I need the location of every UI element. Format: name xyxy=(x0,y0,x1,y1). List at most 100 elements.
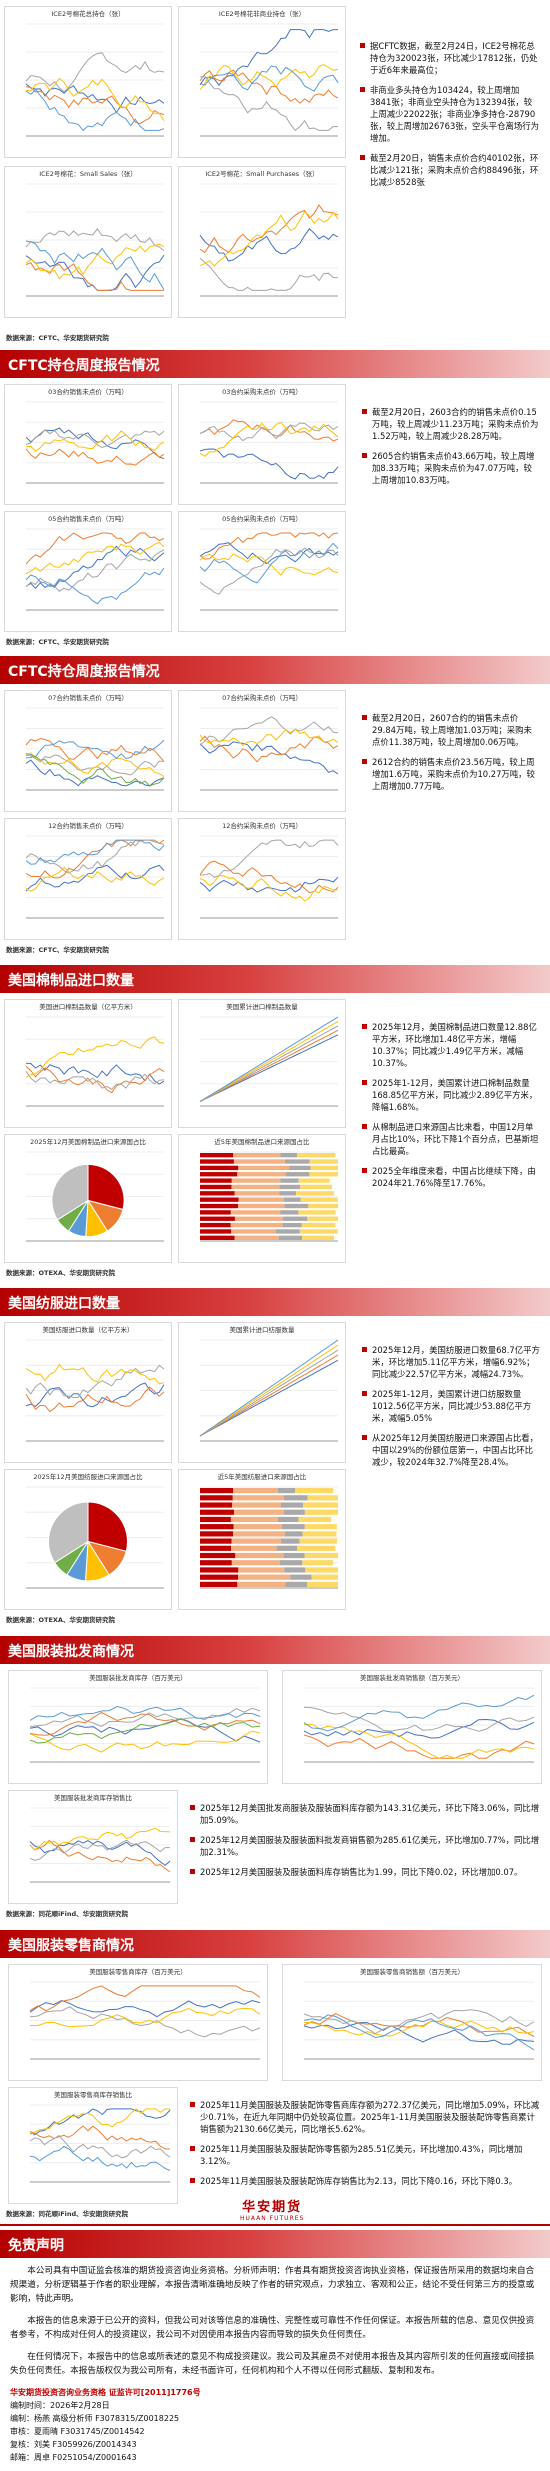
line-decoration xyxy=(25,567,165,605)
bar-decoration xyxy=(310,1165,338,1171)
section-heading: 免责声明 xyxy=(8,2238,64,2254)
bar-decoration xyxy=(231,1184,280,1190)
line-decoration xyxy=(25,1386,165,1413)
chart: 05合约采购未点价（万吨） xyxy=(178,511,346,632)
bar-decoration xyxy=(295,1488,334,1494)
bar-decoration xyxy=(200,1488,234,1494)
line-decoration xyxy=(29,2125,171,2150)
bar-decoration xyxy=(231,1560,280,1566)
line-decoration xyxy=(29,2145,171,2171)
chart-frame xyxy=(4,690,172,812)
chart: 美国进口棉制品数量（亿平方米） xyxy=(4,999,172,1128)
bar-decoration xyxy=(200,1229,232,1234)
bar-decoration xyxy=(200,1216,235,1221)
disclaimer-footer: 华安期货投资咨询业务资格 证监许可[2011]1776号 编制时间：2026年2月… xyxy=(10,2386,540,2464)
line-decoration xyxy=(25,1382,165,1408)
bullet-list: 据CFTC数据，截至2月24日，ICE2号棉花总持仓为320023张，环比减少1… xyxy=(360,40,540,196)
bar-decoration xyxy=(200,1524,234,1530)
section-banner: 美国服装零售商情况 xyxy=(0,1930,550,1958)
line-decoration xyxy=(303,1723,535,1759)
bar-decoration xyxy=(282,1216,308,1221)
footer-line: 编制：杨燕 高级分析师 F3078315/Z0018225 xyxy=(10,2414,180,2423)
chart: 07合约采购未点价（万吨） xyxy=(178,690,346,812)
bar-decoration xyxy=(282,1222,302,1228)
chart: 07合约销售未点价（万吨） xyxy=(4,690,172,812)
line-decoration xyxy=(25,86,165,125)
chart: 2025年12月美国纺服进口来源国占比 xyxy=(4,1469,172,1610)
line-decoration xyxy=(199,64,339,91)
bar-decoration xyxy=(279,1560,303,1566)
line-decoration xyxy=(199,1029,339,1102)
bar-decoration xyxy=(275,1229,300,1234)
chart: ICE2号棉花总持仓（张） xyxy=(4,6,172,158)
bar-decoration xyxy=(285,1581,307,1587)
line-decoration xyxy=(199,257,339,291)
section-banner: CFTC持仓周度报告情况 xyxy=(0,350,550,378)
line-decoration xyxy=(199,1034,339,1102)
line-decoration xyxy=(25,243,165,280)
bar-decoration xyxy=(284,1203,309,1209)
chart-canvas: 12合约销售未点价（万吨） xyxy=(4,818,172,940)
bar-decoration xyxy=(301,1235,334,1240)
bar-decoration xyxy=(284,1197,301,1202)
chart-canvas: 2025年12月美国纺服进口来源国占比 xyxy=(4,1469,172,1610)
chart-canvas: 美国进口棉制品数量（亿平方米） xyxy=(4,999,172,1128)
bar-decoration xyxy=(308,1203,338,1209)
pie-decoration xyxy=(87,1501,128,1552)
bar-decoration xyxy=(285,1172,310,1177)
bar-decoration xyxy=(233,1488,278,1494)
disclaimer-paragraph: 在任何情况下，本报告中的信息或所表述的意见不构成投资建议。我公司及其雇员不对使用… xyxy=(10,2352,535,2376)
bar-decoration xyxy=(283,1509,305,1515)
bar-decoration xyxy=(307,1495,338,1501)
bar-decoration xyxy=(281,1524,305,1530)
bullet-item: 据CFTC数据，截至2月24日，ICE2号棉花总持仓为320023张，环比减少1… xyxy=(360,40,540,76)
chart-canvas: 美国服装批发商库存（百万美元） xyxy=(8,1670,268,1784)
source-note: 数据来源：OTEXA、华安期货研究院 xyxy=(6,1269,115,1277)
line-decoration xyxy=(25,228,165,251)
chart-canvas: 美国服装零售商销售额（百万美元） xyxy=(282,1964,542,2081)
chart-title: 03合约采购未点价（万吨） xyxy=(222,387,302,396)
bullet-list: 截至2月20日，2603合约的销售未点价0.15万吨，较上周减少11.23万吨；… xyxy=(362,406,540,494)
line-decoration xyxy=(29,1707,261,1728)
bar-decoration xyxy=(200,1153,234,1158)
bar-decoration xyxy=(200,1516,231,1523)
bar-decoration xyxy=(304,1524,337,1530)
footer-line: 复核：刘美 F3059926/Z0014343 xyxy=(10,2440,137,2449)
bar-decoration xyxy=(200,1191,235,1196)
section-banner: 美国纺服进口数量 xyxy=(0,1288,550,1316)
bar-decoration xyxy=(279,1191,297,1196)
section-heading: CFTC持仓周度报告情况 xyxy=(8,358,160,374)
line-decoration xyxy=(25,549,165,592)
chart: 美国累计进口棉制品数量 xyxy=(178,999,346,1128)
bar-decoration xyxy=(238,1197,285,1202)
bar-decoration xyxy=(238,1203,285,1209)
chart: 美国纺服进口数量（亿平方米） xyxy=(4,1322,172,1463)
section-heading: 美国棉制品进口数量 xyxy=(8,973,134,989)
bar-decoration xyxy=(230,1222,283,1228)
line-decoration xyxy=(199,874,339,902)
line-decoration xyxy=(25,448,165,466)
chart-title: ICE2号棉花总持仓（张） xyxy=(51,9,124,18)
chart-title: 2025年12月美国纺服进口来源国占比 xyxy=(33,1472,143,1481)
section-banner: CFTC持仓周度报告情况 xyxy=(0,656,550,684)
bar-decoration xyxy=(200,1172,238,1177)
section-banner: 美国棉制品进口数量 xyxy=(0,965,550,993)
bar-decoration xyxy=(237,1172,286,1177)
bar-decoration xyxy=(233,1531,285,1537)
bar-decoration xyxy=(304,1552,338,1559)
footer-line: 审核：夏雨晴 F3031745/Z0014542 xyxy=(10,2427,145,2436)
line-decoration xyxy=(25,739,165,760)
bar-decoration xyxy=(298,1210,336,1215)
bar-decoration xyxy=(304,1509,338,1515)
section-block: 美国纺服进口数量（亿平方米） 美国累计进口纺服数量 2025年12月美国纺服进口来源… xyxy=(0,1320,550,1628)
line-decoration xyxy=(199,75,339,132)
chart-title: 美国服装批发商库存销售比 xyxy=(54,1793,133,1802)
chart-title: 美国进口棉制品数量（亿平方米） xyxy=(39,1002,137,1011)
line-decoration xyxy=(29,1827,171,1851)
chart-frame xyxy=(178,511,346,632)
chart: 美国服装批发商库存销售比 xyxy=(8,1790,178,1904)
line-decoration xyxy=(303,1718,535,1739)
line-decoration xyxy=(29,1718,261,1744)
chart-canvas: 美国服装批发商销售额（百万美元） xyxy=(282,1670,542,1784)
line-decoration xyxy=(25,532,165,565)
